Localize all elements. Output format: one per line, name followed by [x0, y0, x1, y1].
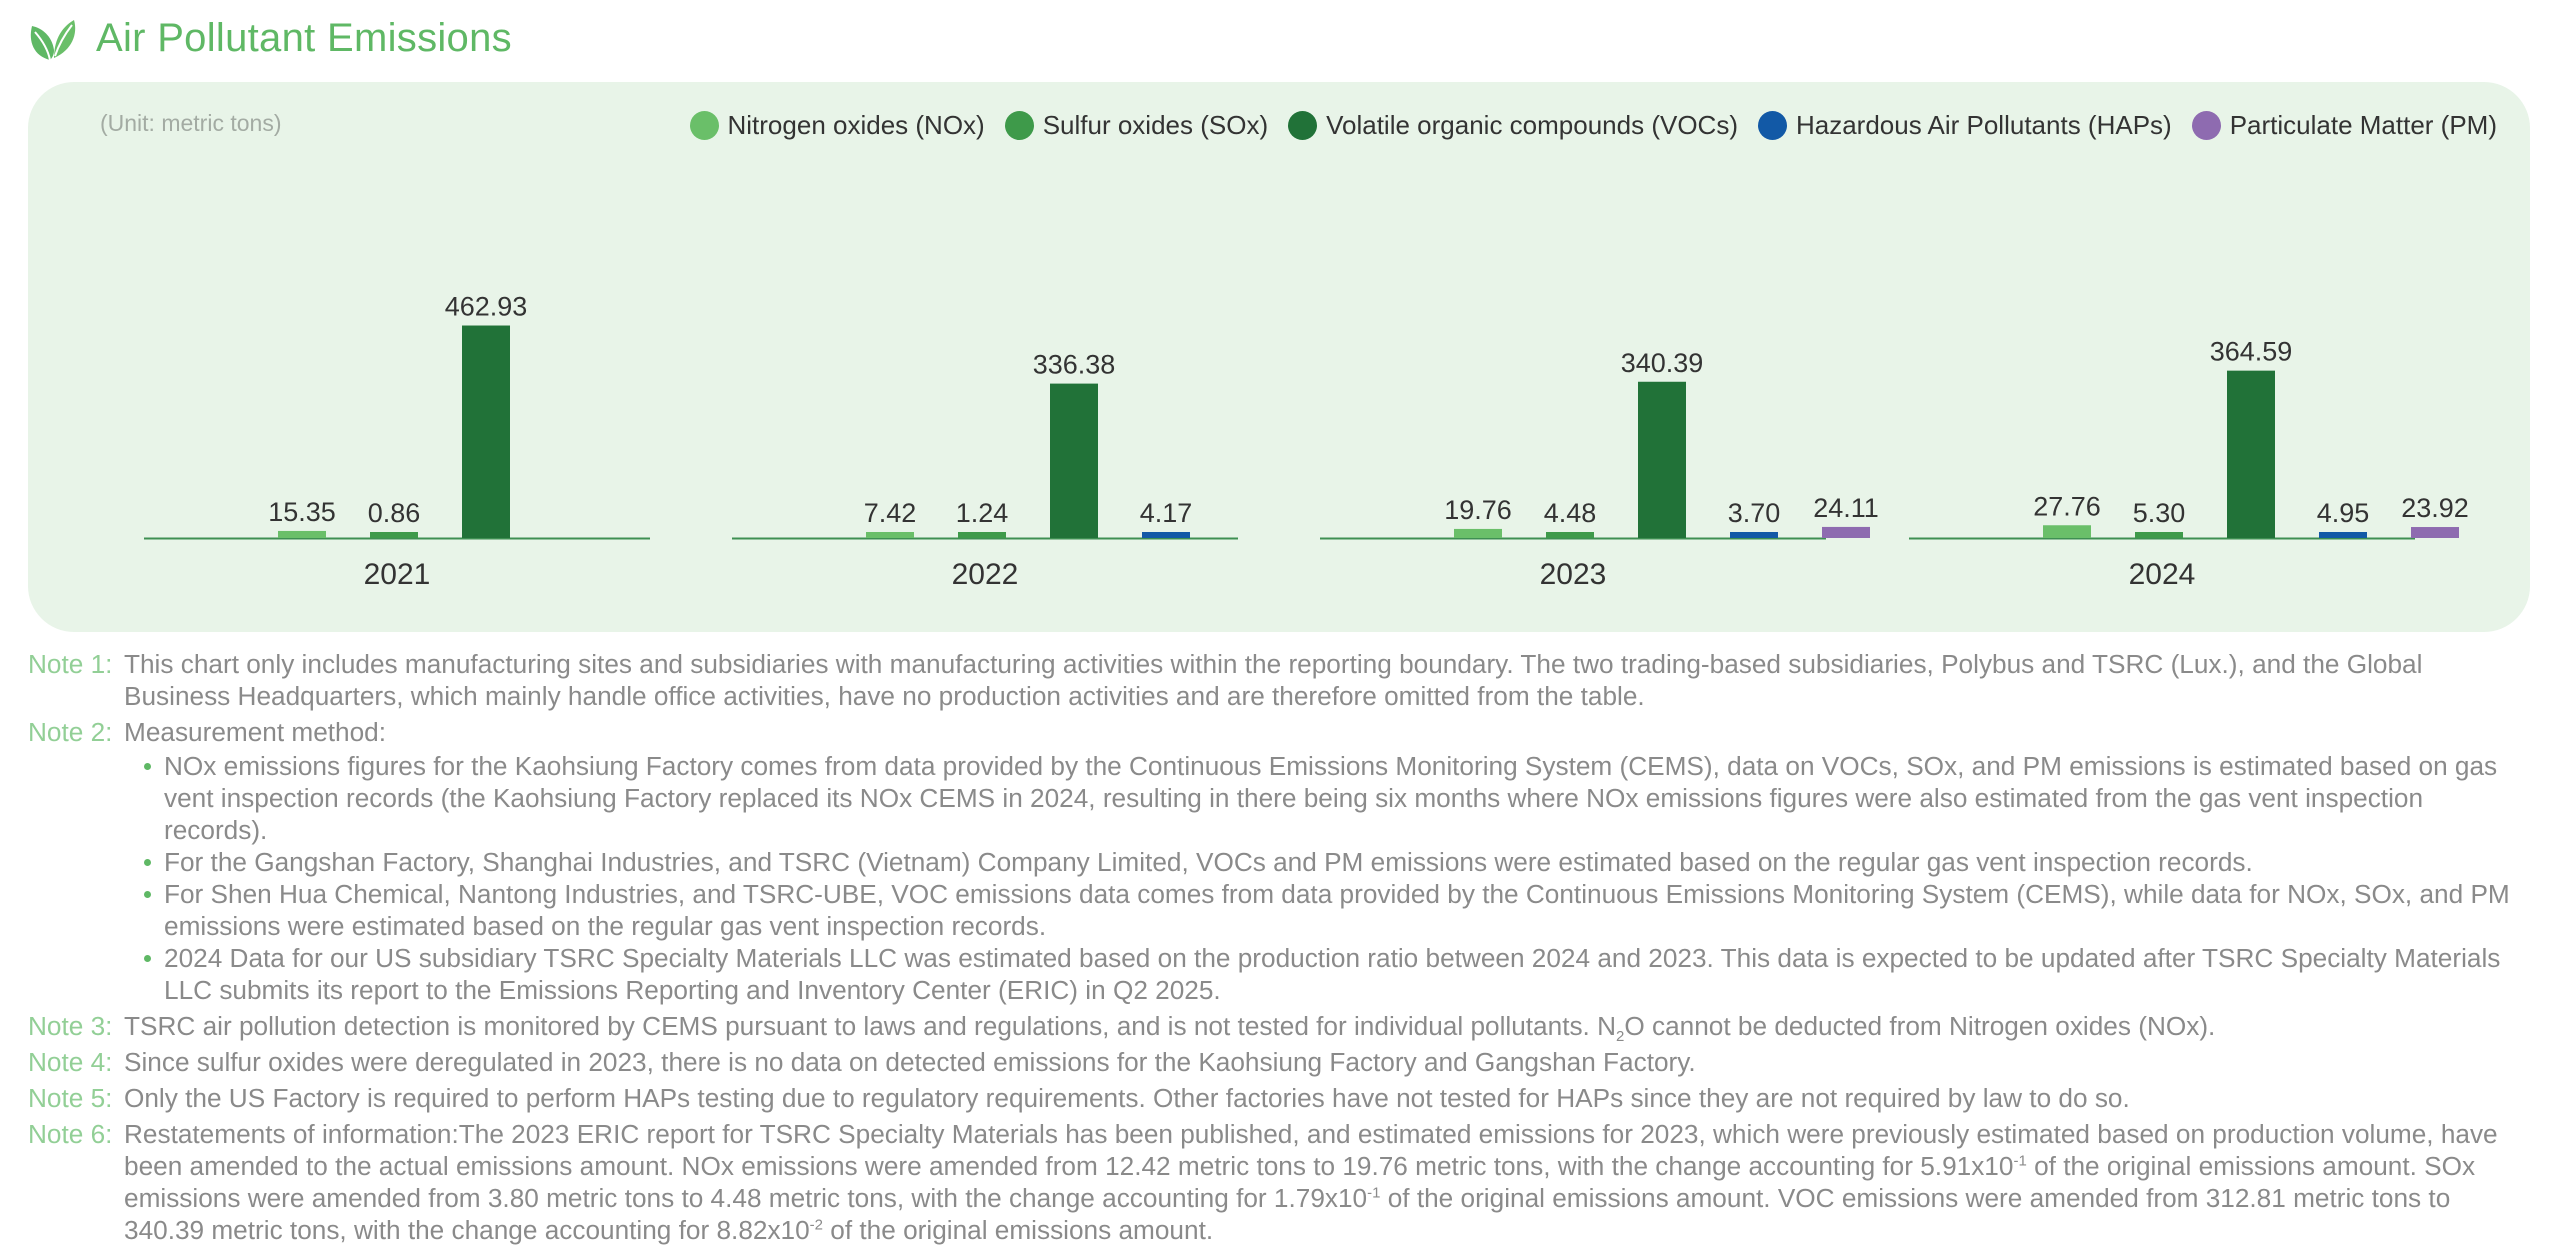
page-title: Air Pollutant Emissions — [96, 15, 512, 60]
note-text: Measurement method: — [124, 717, 387, 747]
legend-swatch-nox — [689, 111, 719, 140]
data-label-2023-2: 340.39 — [1621, 348, 1704, 378]
legend-swatch-pm — [2191, 111, 2221, 140]
note-label: Note 2: — [28, 717, 113, 747]
legend-swatch-haps — [1757, 111, 1787, 140]
data-label-2024-4: 23.92 — [2401, 493, 2469, 523]
note-text-part: O cannot be deducted from Nitrogen oxide… — [1624, 1011, 2216, 1041]
bar-2021-2 — [462, 325, 510, 538]
note-text: Since sulfur oxides were deregulated in … — [124, 1047, 1696, 1077]
legend-item-haps: Hazardous Air Pollutants (HAPs) — [1757, 110, 2172, 141]
bar-2021-1 — [370, 532, 418, 538]
superscript: -2 — [809, 1216, 824, 1234]
data-label-2024-1: 5.30 — [2133, 498, 2186, 528]
data-label-2023-0: 19.76 — [1444, 495, 1512, 525]
note-label: Note 5: — [28, 1083, 113, 1113]
leaf-icon — [30, 20, 76, 61]
legend-swatch-vocs — [1288, 111, 1318, 140]
legend-swatch-sox — [1004, 111, 1034, 140]
bar-2022-0 — [866, 532, 914, 538]
subscript: 2 — [1616, 1028, 1625, 1046]
data-label-2022-1: 1.24 — [956, 498, 1009, 528]
note-6: Note 6: Restatements of information:The … — [28, 1118, 2530, 1246]
bar-2024-0 — [2043, 525, 2091, 538]
note-5: Note 5: Only the US Factory is required … — [28, 1082, 2530, 1114]
list-item: 2024 Data for our US subsidiary TSRC Spe… — [144, 942, 2530, 1006]
bar-2023-4 — [1822, 526, 1870, 538]
bar-2024-3 — [2319, 532, 2367, 538]
title-row: Air Pollutant Emissions — [26, 10, 512, 66]
note-text: Restatements of information:The 2023 ERI… — [124, 1118, 2530, 1246]
legend-label-vocs: Volatile organic compounds (VOCs) — [1326, 110, 1738, 140]
note-3: Note 3: TSRC air pollution detection is … — [28, 1010, 2530, 1046]
bar-2024-4 — [2411, 527, 2459, 538]
note-1: Note 1: This chart only includes manufac… — [28, 648, 2530, 712]
x-tick-label-2023: 2023 — [1540, 558, 1607, 591]
bar-chart: 2021 15.35 0.86 462.93 2022 7.42 1.24 336.38 4.1… — [144, 292, 2469, 591]
superscript: -1 — [2013, 1152, 2027, 1170]
list-item: For Shen Hua Chemical, Nantong Industrie… — [144, 878, 2530, 942]
data-label-2023-4: 24.11 — [1813, 493, 1879, 523]
note-text-part: Restatements of information:The 2023 ERI… — [124, 1119, 2498, 1181]
data-label-2024-3: 4.95 — [2317, 498, 2370, 528]
bar-2023-1 — [1546, 532, 1594, 538]
note-2: Note 2: Measurement method: — [28, 716, 2530, 748]
bar-2024-1 — [2135, 532, 2183, 538]
data-label-2021-0: 15.35 — [268, 497, 336, 527]
bar-2022-3 — [1142, 532, 1190, 538]
data-label-2021-1: 0.86 — [368, 498, 421, 528]
note-text: This chart only includes manufacturing s… — [124, 649, 2423, 711]
note-label: Note 1: — [28, 649, 113, 679]
x-tick-label-2024: 2024 — [2129, 558, 2196, 591]
x-tick-label-2021: 2021 — [364, 558, 431, 591]
note-text-part: TSRC air pollution detection is monitore… — [124, 1011, 1617, 1041]
bar-2023-0 — [1454, 528, 1502, 538]
data-label-2022-2: 336.38 — [1033, 350, 1116, 380]
legend-label-haps: Hazardous Air Pollutants (HAPs) — [1795, 110, 2172, 140]
note-label: Note 6: — [28, 1119, 113, 1149]
legend-item-sox: Sulfur oxides (SOx) — [1004, 110, 1269, 141]
note-text: Only the US Factory is required to perfo… — [124, 1083, 2130, 1113]
data-label-2023-3: 3.70 — [1728, 498, 1781, 528]
legend-item-vocs: Volatile organic compounds (VOCs) — [1288, 110, 1738, 141]
list-item: NOx emissions figures for the Kaohsiung … — [144, 750, 2530, 846]
bar-2021-0 — [278, 530, 326, 538]
list-item: For the Gangshan Factory, Shanghai Indus… — [144, 846, 2530, 878]
legend-item-pm: Particulate Matter (PM) — [2191, 110, 2497, 141]
bar-2022-1 — [958, 532, 1006, 538]
notes-section: Note 1: This chart only includes manufac… — [28, 648, 2530, 1250]
measurement-method-list: NOx emissions figures for the Kaohsiung … — [28, 750, 2530, 1006]
legend-label-nox: Nitrogen oxides (NOx) — [727, 110, 985, 140]
data-label-2021-2: 462.93 — [445, 292, 528, 322]
data-label-2024-0: 27.76 — [2033, 491, 2101, 521]
bar-2023-2 — [1638, 381, 1686, 538]
note-label: Note 3: — [28, 1011, 113, 1041]
note-text: TSRC air pollution detection is monitore… — [124, 1010, 2530, 1046]
data-label-2024-2: 364.59 — [2210, 337, 2293, 367]
bar-2023-3 — [1730, 532, 1778, 538]
data-label-2023-1: 4.48 — [1544, 498, 1597, 528]
bar-2024-2 — [2227, 370, 2275, 538]
unit-label: (Unit: metric tons) — [100, 110, 282, 136]
bar-2022-2 — [1050, 383, 1098, 538]
note-label: Note 4: — [28, 1047, 113, 1077]
data-label-2022-3: 4.17 — [1140, 498, 1193, 528]
legend-item-nox: Nitrogen oxides (NOx) — [689, 110, 985, 141]
chart-panel: (Unit: metric tons) Nitrogen oxides (NOx… — [28, 82, 2530, 632]
note-text-part: of the original emissions amount. SOx em… — [124, 1151, 2476, 1213]
data-label-2022-0: 7.42 — [864, 498, 917, 528]
legend-label-sox: Sulfur oxides (SOx) — [1042, 110, 1269, 140]
superscript: -1 — [1367, 1184, 1381, 1202]
legend-label-pm: Particulate Matter (PM) — [2229, 110, 2497, 140]
x-tick-label-2022: 2022 — [952, 558, 1019, 591]
note-text-part: of the original emissions amount. — [823, 1215, 1214, 1245]
note-4: Note 4: Since sulfur oxides were deregul… — [28, 1046, 2530, 1078]
chart-legend: Nitrogen oxides (NOx) Sulfur oxides (SOx… — [670, 110, 2497, 141]
